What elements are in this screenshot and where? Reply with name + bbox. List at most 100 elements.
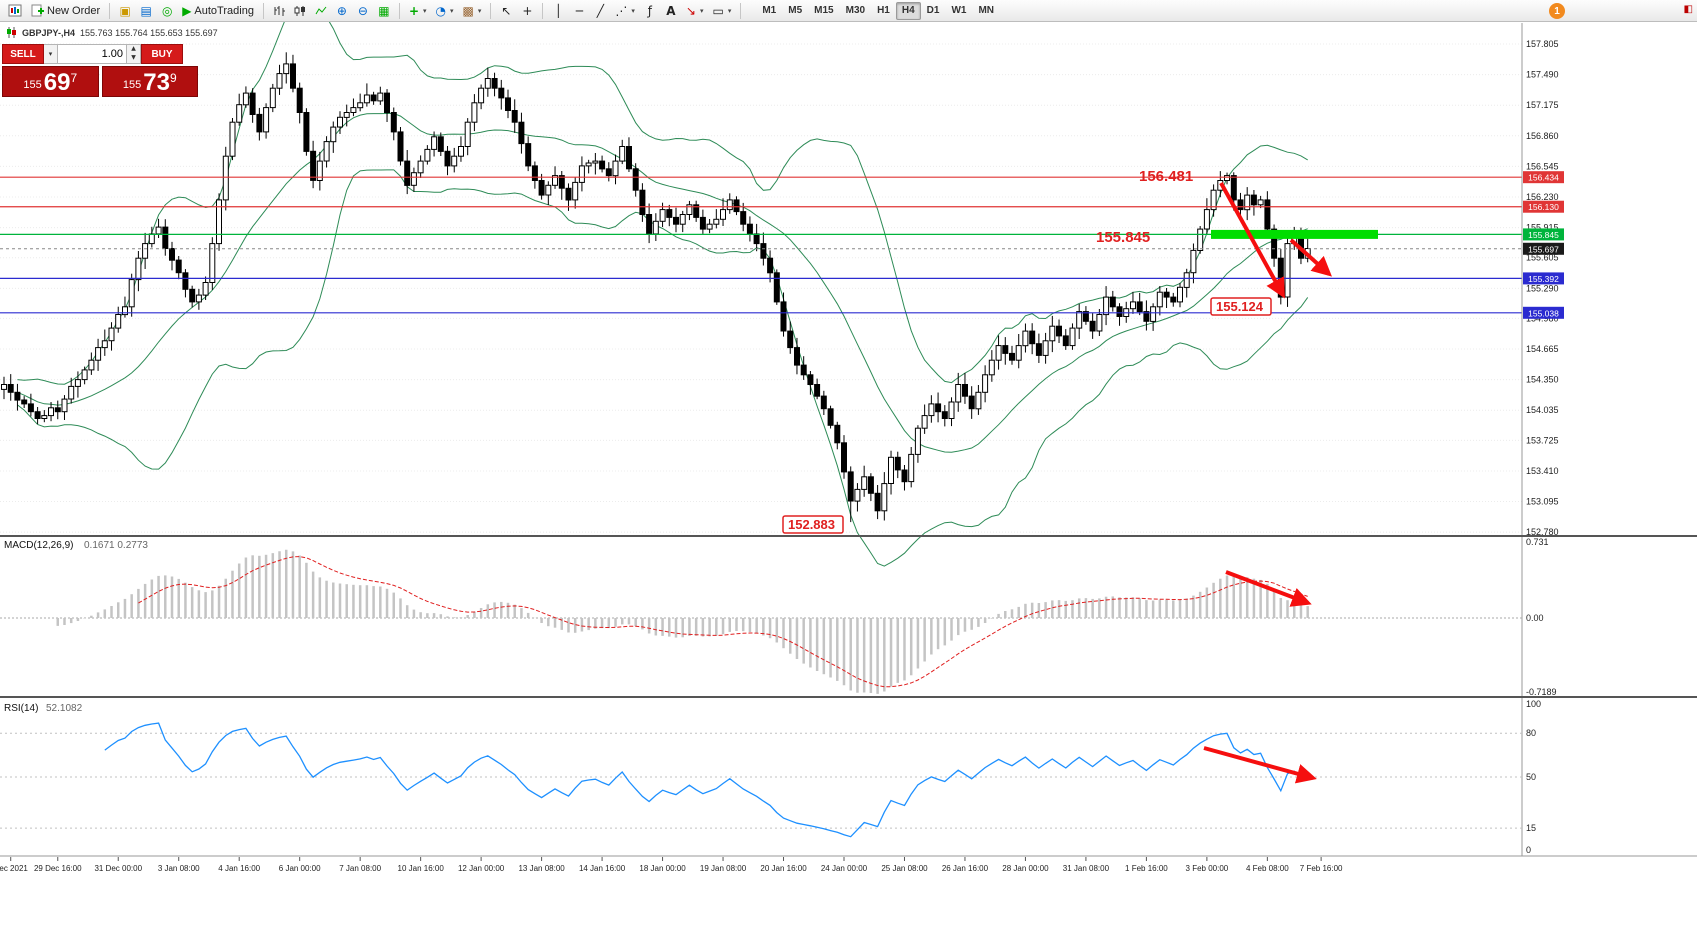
bar-chart-button[interactable] <box>269 1 289 20</box>
timeframe-group: M1 M5 M15 M30 H1 H4 D1 W1 MN <box>756 1 1000 20</box>
price-axis-label: 154.665 <box>1526 344 1559 354</box>
chevron-down-icon: ▾ <box>450 6 454 15</box>
annotations[interactable]: 156.481 155.845 155.124 152.883 <box>782 168 1272 534</box>
buy-price-display[interactable]: 155 73 9 <box>101 66 198 97</box>
time-axis-label: 14 Jan 16:00 <box>579 864 626 873</box>
time-axis-label: 18 Jan 00:00 <box>639 864 686 873</box>
bollinger-middle <box>17 113 1308 453</box>
volume-down-icon[interactable]: ▼ <box>127 54 140 63</box>
profiles-icon: ▣ <box>119 3 131 18</box>
volume-input[interactable] <box>58 44 127 64</box>
time-axis[interactable]: Dec 2021 29 Dec 16:00 31 Dec 00:00 3 Jan 08… <box>0 857 1343 873</box>
price-axis-label: 155.290 <box>1526 283 1559 293</box>
trend-arrows[interactable] <box>1203 182 1332 784</box>
horizontal-line-icon: ─ <box>575 3 583 18</box>
autotrading-button[interactable]: ▶ AutoTrading <box>178 1 258 20</box>
price-axis-label: 152.780 <box>1526 527 1559 537</box>
rsi-axis-label: 50 <box>1526 772 1536 782</box>
price-tag <box>1523 228 1564 241</box>
new-order-button[interactable]: New Order <box>27 1 104 20</box>
annotation-box[interactable] <box>1210 297 1272 316</box>
buy-button[interactable]: BUY <box>141 44 183 64</box>
red-arrow[interactable] <box>1219 182 1285 299</box>
red-arrow[interactable] <box>1203 746 1317 784</box>
annotation-text[interactable]: 152.883 <box>788 517 835 532</box>
chart-header: GBPJPY-,H4 155.763 155.764 155.653 155.6… <box>6 27 218 38</box>
arrow-object-button[interactable]: ↘ ▾ <box>682 1 708 20</box>
template-icon: ▩ <box>462 3 474 18</box>
timeframe-m15[interactable]: M15 <box>808 2 839 20</box>
line-chart-icon <box>315 6 327 14</box>
channel-button[interactable]: ⋰ ▾ <box>611 1 639 20</box>
timeframe-m30[interactable]: M30 <box>840 2 871 20</box>
timeframe-h1[interactable]: H1 <box>871 2 896 20</box>
volume-dropdown-caret[interactable]: ▾ <box>44 44 58 64</box>
toolbar-separator <box>542 2 544 19</box>
timeframe-d1[interactable]: D1 <box>921 2 946 20</box>
vertical-line-button[interactable]: │ <box>548 1 568 20</box>
price-axis[interactable]: 157.805 157.490 157.175 156.860 156.545 156.2… <box>1521 23 1564 856</box>
clock-icon: ◔ <box>435 3 447 18</box>
time-axis-label: 1 Feb 16:00 <box>1125 864 1168 873</box>
annotation-box[interactable] <box>782 515 844 534</box>
fibonacci-button[interactable]: ƒ <box>640 1 660 20</box>
indicators-button[interactable]: + ▾ <box>405 1 431 20</box>
crosshair-button[interactable]: + <box>517 1 537 20</box>
text-label-button[interactable]: A <box>661 1 681 20</box>
price-tag-label: 155.392 <box>1528 274 1559 284</box>
metaeditor-button[interactable]: ▤ <box>136 1 156 20</box>
trendline-button[interactable]: ╱ <box>590 1 610 20</box>
annotation-text[interactable]: 155.845 <box>1096 229 1150 246</box>
timeframe-m1[interactable]: M1 <box>756 2 782 20</box>
sell-button[interactable]: SELL <box>2 44 44 64</box>
time-axis-label: 31 Dec 00:00 <box>94 864 142 873</box>
buy-price-big: 73 <box>143 69 170 96</box>
volume-up-icon[interactable]: ▲ <box>127 45 140 54</box>
timeframe-h4[interactable]: H4 <box>895 1 921 20</box>
notification-badge[interactable]: 1 <box>1549 3 1565 19</box>
time-axis-label: 28 Jan 00:00 <box>1002 864 1049 873</box>
indicators-plus-icon: + <box>408 3 420 18</box>
bollinger-bands <box>17 0 1309 567</box>
toolbar: New Order ▣ ▤ ◎ ▶ AutoTrading ⊕ ⊖ ▦ + ▾ ◔… <box>0 0 1697 22</box>
time-axis-label: Dec 2021 <box>0 864 28 873</box>
toolbar-overflow-icon[interactable]: ◧ <box>1683 4 1693 15</box>
toolbar-separator <box>398 2 400 19</box>
terminal-button[interactable]: ◎ <box>157 1 177 20</box>
line-chart-button[interactable] <box>311 1 331 20</box>
shapes-button[interactable]: ▭ ▾ <box>708 1 735 20</box>
tile-windows-button[interactable]: ▦ <box>374 1 394 20</box>
periods-button[interactable]: ◔ ▾ <box>432 1 458 20</box>
autotrading-label: AutoTrading <box>194 4 254 17</box>
annotation-text[interactable]: 156.481 <box>1139 168 1193 185</box>
red-arrow[interactable] <box>1225 570 1312 607</box>
timeframe-m5[interactable]: M5 <box>782 2 808 20</box>
zoom-out-button[interactable]: ⊖ <box>353 1 373 20</box>
macd-panel-splitter[interactable] <box>0 535 1697 537</box>
templates-button[interactable]: ▩ ▾ <box>459 1 486 20</box>
horizontal-line-button[interactable]: ─ <box>569 1 589 20</box>
cursor-button[interactable]: ↖ <box>496 1 516 20</box>
support-zone-rectangle[interactable] <box>1211 229 1378 239</box>
chevron-down-icon: ▾ <box>699 6 704 15</box>
volume-stepper[interactable]: ▲ ▼ <box>127 44 141 64</box>
annotation-text[interactable]: 155.124 <box>1216 299 1264 314</box>
time-axis-label: 6 Jan 00:00 <box>279 864 321 873</box>
timeframe-mn[interactable]: MN <box>972 2 1000 20</box>
time-axis-label: 7 Feb 16:00 <box>1300 864 1343 873</box>
profiles-button[interactable]: ▣ <box>115 1 135 20</box>
new-chart-button[interactable] <box>4 1 26 20</box>
red-arrow[interactable] <box>1289 238 1332 277</box>
zoom-in-button[interactable]: ⊕ <box>332 1 352 20</box>
sell-price-display[interactable]: 155 69 7 <box>2 66 99 97</box>
macd-axis-label: 0.00 <box>1526 613 1544 623</box>
timeframe-w1[interactable]: W1 <box>945 2 972 20</box>
price-axis-label: 157.805 <box>1526 39 1559 49</box>
toolbar-separator <box>262 2 264 19</box>
candlestick-chart-button[interactable] <box>290 1 310 20</box>
rsi-panel-splitter[interactable] <box>0 696 1697 698</box>
price-tag <box>1523 200 1564 213</box>
price-axis-label: 155.605 <box>1526 253 1559 263</box>
chevron-down-icon: ▾ <box>631 6 635 15</box>
